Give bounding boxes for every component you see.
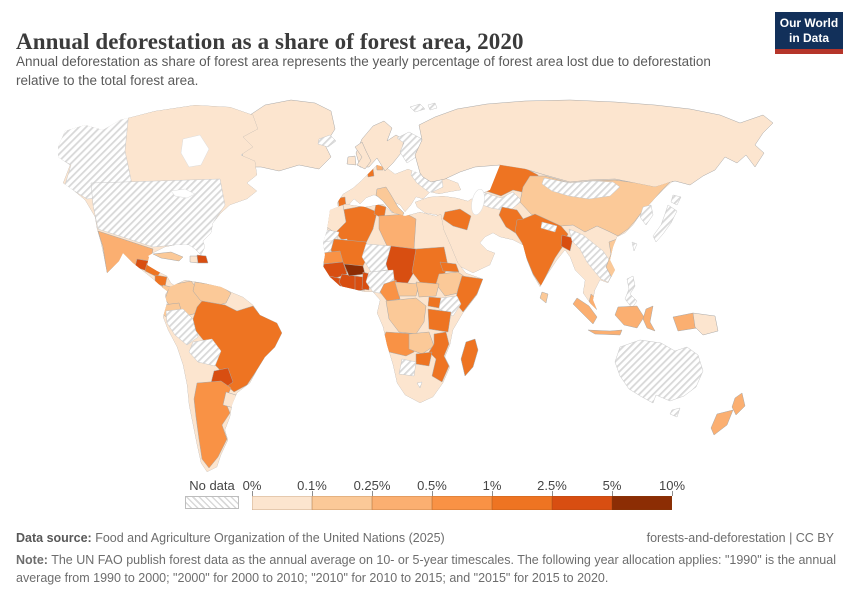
legend-color-bar: 0% 0.1% 0.25% 0.5% 1% 2.5% 5% 10%	[243, 478, 685, 512]
country-svalbard[interactable]	[409, 102, 438, 113]
country-indonesia-sulawesi[interactable]	[642, 305, 656, 332]
data-source-label: Data source:	[16, 531, 92, 545]
owid-logo-line1: Our World	[779, 15, 839, 30]
note-label: Note:	[16, 553, 48, 567]
country-korea[interactable]	[639, 204, 654, 226]
country-netherlands[interactable]	[366, 167, 375, 178]
legend-tick-mark	[612, 491, 613, 496]
page-subtitle: Annual deforestation as share of forest …	[16, 54, 711, 89]
country-ireland[interactable]	[346, 155, 357, 166]
legend-segments	[252, 496, 672, 510]
legend-tick-mark	[552, 491, 553, 496]
country-zimbabwe[interactable]	[415, 351, 433, 367]
country-indonesia-borneo[interactable]	[614, 305, 645, 329]
legend-tick-label-0%: 0%	[242, 478, 262, 493]
country-senegal[interactable]	[322, 250, 344, 265]
great-lakes	[170, 188, 196, 199]
attribution-link[interactable]: forests-and-deforestation | CC BY	[646, 531, 834, 545]
country-south-sudan[interactable]	[415, 281, 440, 298]
legend-segment-0.1-0.25%[interactable]	[312, 496, 372, 510]
country-peru[interactable]	[165, 308, 199, 346]
country-iraq[interactable]	[442, 208, 472, 231]
legend-no-data-label: No data	[189, 478, 235, 493]
caspian-sea	[471, 188, 485, 216]
country-central-african-republic[interactable]	[394, 281, 420, 297]
country-tasmania[interactable]	[669, 407, 681, 418]
footer-note: Note: The UN FAO publish forest data as …	[16, 551, 836, 587]
country-united-states[interactable]	[90, 178, 226, 256]
legend-tick-label-0.25%: 0.25%	[353, 478, 391, 493]
country-new-zealand-south[interactable]	[710, 409, 734, 436]
country-argentina[interactable]	[193, 380, 232, 469]
map-legend: No data 0% 0.1% 0.25% 0.5% 1% 2.5% 5% 10%	[185, 478, 685, 512]
legend-tick-label-5%: 5%	[602, 478, 622, 493]
country-drc[interactable]	[385, 297, 427, 335]
legend-tick-mark	[492, 491, 493, 496]
legend-segment-1-2.5%[interactable]	[492, 496, 552, 510]
country-zambia[interactable]	[408, 331, 435, 355]
country-australia[interactable]	[614, 339, 704, 404]
country-uganda[interactable]	[427, 296, 442, 309]
legend-tick-mark	[312, 491, 313, 496]
owid-logo-box: Our World in Data	[775, 12, 843, 49]
owid-logo-accent-bar	[775, 49, 843, 54]
country-tanzania[interactable]	[427, 308, 452, 333]
country-lesotho[interactable]	[416, 381, 423, 389]
country-nepal[interactable]	[540, 221, 558, 233]
legend-segment-0-0.1%[interactable]	[252, 496, 312, 510]
country-united-kingdom[interactable]	[354, 141, 372, 170]
country-indonesia-sumatra[interactable]	[572, 297, 598, 325]
country-japan[interactable]	[652, 194, 682, 243]
legend-tick-mark	[252, 491, 253, 496]
country-brazil[interactable]	[192, 300, 282, 393]
country-mainland-southeast-asia[interactable]	[568, 228, 615, 283]
legend-segment-0.5-1%[interactable]	[432, 496, 492, 510]
country-mozambique[interactable]	[428, 331, 450, 383]
note-text: The UN FAO publish forest data as the an…	[16, 553, 836, 586]
legend-no-data-swatch[interactable]	[185, 496, 239, 509]
country-sri-lanka[interactable]	[539, 291, 549, 304]
country-cuba[interactable]	[152, 251, 184, 262]
country-haiti[interactable]	[189, 255, 199, 264]
country-bolivia[interactable]	[188, 338, 222, 367]
country-dominican-republic[interactable]	[196, 254, 209, 264]
country-botswana[interactable]	[398, 358, 417, 377]
footer-source-row: Data source: Food and Agriculture Organi…	[16, 531, 834, 545]
country-somalia[interactable]	[454, 275, 483, 313]
legend-segment-2.5-5%[interactable]	[552, 496, 612, 510]
legend-segment-5-10%[interactable]	[612, 496, 672, 510]
legend-tick-mark	[672, 491, 673, 496]
legend-segment-0.25-0.5%[interactable]	[372, 496, 432, 510]
country-russia[interactable]	[414, 99, 774, 188]
legend-tick-label-10%: 10%	[658, 478, 686, 493]
country-new-zealand-north[interactable]	[731, 392, 746, 416]
country-niger[interactable]	[361, 243, 395, 273]
legend-tick-label-0.5%: 0.5%	[417, 478, 447, 493]
country-mongolia[interactable]	[541, 177, 621, 200]
page-title: Annual deforestation as a share of fores…	[16, 29, 524, 55]
owid-logo[interactable]: Our World in Data	[775, 12, 843, 54]
legend-tick-mark	[432, 491, 433, 496]
country-nicaragua[interactable]	[154, 274, 168, 288]
country-philippines[interactable]	[624, 275, 638, 309]
country-eritrea[interactable]	[439, 261, 460, 273]
country-iceland[interactable]	[317, 134, 337, 148]
country-cote-divoire[interactable]	[338, 273, 358, 291]
owid-logo-line2: in Data	[788, 30, 829, 45]
hudson-bay	[180, 134, 210, 168]
country-papua-new-guinea[interactable]	[692, 312, 719, 336]
data-source: Data source: Food and Agriculture Organi…	[16, 531, 445, 545]
country-indonesia-java[interactable]	[587, 329, 623, 336]
country-madagascar[interactable]	[460, 338, 479, 377]
data-source-text: Food and Agriculture Organization of the…	[91, 531, 445, 545]
country-bangladesh[interactable]	[560, 234, 574, 252]
country-taiwan[interactable]	[631, 241, 638, 252]
legend-tick-mark	[372, 491, 373, 496]
legend-tick-label-0.1%: 0.1%	[297, 478, 327, 493]
legend-tick-label-1%: 1%	[482, 478, 502, 493]
country-honduras[interactable]	[144, 262, 162, 278]
legend-tick-label-2.5%: 2.5%	[537, 478, 567, 493]
world-choropleth-map	[25, 95, 815, 480]
